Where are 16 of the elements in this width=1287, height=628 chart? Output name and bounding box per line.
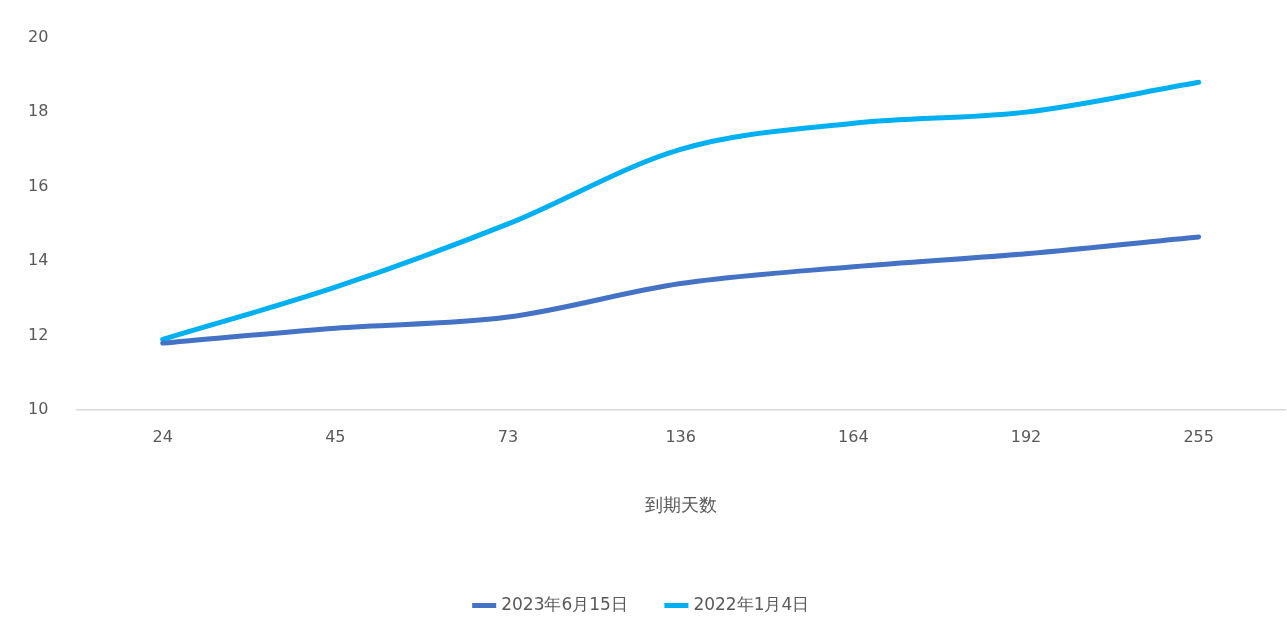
x-tick-label: 192 [1010,426,1042,446]
y-tick-label: 12 [28,324,49,344]
legend-label: 2022年1月4日 [693,593,810,614]
x-tick-label: 24 [152,426,173,446]
x-tick-label: 255 [1183,426,1214,446]
x-tick-label: 45 [325,426,346,446]
x-tick-label: 164 [838,426,869,446]
y-tick-label: 16 [28,175,49,195]
x-axis-title: 到期天数 [644,493,717,515]
y-tick-label: 18 [28,101,49,121]
x-tick-label: 73 [497,426,519,446]
legend-label: 2023年6月15日 [501,593,628,614]
x-tick-label: 136 [665,426,696,446]
y-tick-label: 10 [28,399,49,419]
y-tick-label: 20 [28,26,49,46]
y-tick-label: 14 [28,250,49,270]
